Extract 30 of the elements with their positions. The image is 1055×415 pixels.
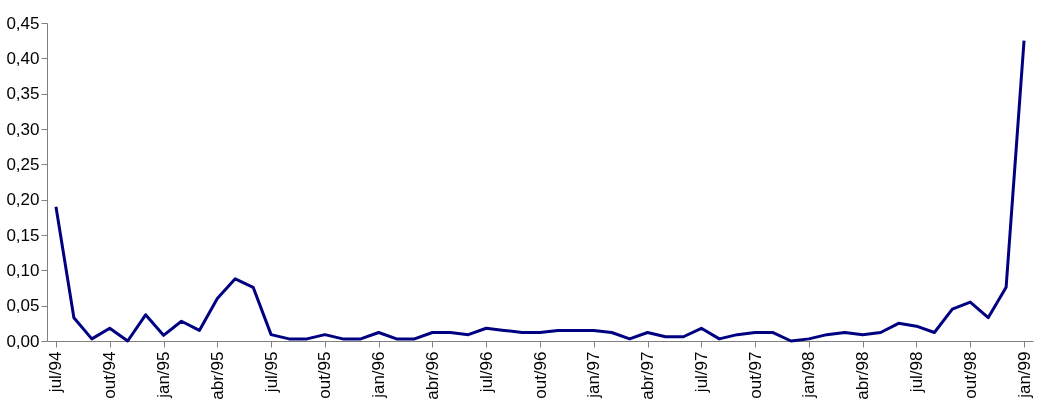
x-tick-label: abr/98 <box>853 351 873 400</box>
y-tick-label: 0,35 <box>6 84 40 104</box>
y-tick-label: 0,05 <box>6 296 40 316</box>
x-tick-label: jul/98 <box>906 351 926 394</box>
y-tick-label: 0,00 <box>6 331 40 351</box>
y-tick-label: 0,20 <box>6 190 40 210</box>
x-tick-label: jul/94 <box>46 351 66 394</box>
y-tick-label: 0,45 <box>6 13 40 33</box>
y-tick-label: 0,40 <box>6 48 40 68</box>
line-series <box>54 39 1026 343</box>
x-tick-label: abr/97 <box>638 351 658 400</box>
x-tick-label: abr/95 <box>207 351 227 400</box>
x-tick-label: out/95 <box>315 351 335 399</box>
x-tick-label: out/97 <box>745 351 765 399</box>
y-tick-label: 0,15 <box>6 225 40 245</box>
x-tick-label: out/94 <box>100 351 120 399</box>
x-tick-label: jul/97 <box>691 351 711 394</box>
y-tick-label: 0,10 <box>6 260 40 280</box>
y-tick-label: 0,30 <box>6 119 40 139</box>
x-tick-label: out/96 <box>530 351 550 399</box>
y-tick-label: 0,25 <box>6 154 40 174</box>
x-tick-label: jan/95 <box>154 351 174 399</box>
x-tick-label: jul/95 <box>261 351 281 394</box>
x-tick-label: jul/96 <box>476 351 496 394</box>
x-tick-label: out/98 <box>960 351 980 399</box>
x-tick-label: jan/99 <box>1014 351 1034 399</box>
x-tick-label: abr/96 <box>422 351 442 400</box>
x-tick-label: jan/98 <box>799 351 819 399</box>
x-tick-label: jan/96 <box>369 351 389 399</box>
x-tick-label: jan/97 <box>584 351 604 399</box>
